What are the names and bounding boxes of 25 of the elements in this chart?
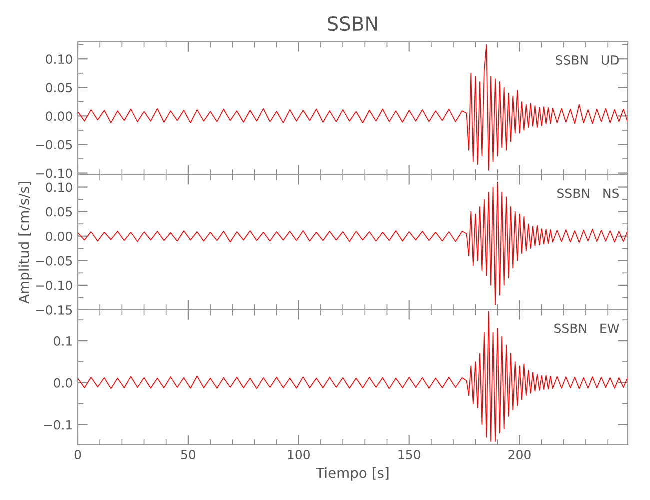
y-tick-label: −0.05 xyxy=(36,256,72,266)
x-tick-label: 150 xyxy=(398,450,420,460)
annotation: SSBN NS xyxy=(558,188,620,198)
annotation: SSBN EW xyxy=(554,324,620,334)
x-tick-label: 0 xyxy=(74,450,82,460)
y-tick-label: −0.15 xyxy=(36,305,72,315)
y-tick-label: −0.10 xyxy=(36,280,72,290)
x-axis-title: Tiempo [s] xyxy=(316,468,389,481)
y-tick-label: 0.1 xyxy=(54,336,72,346)
y-tick-label: −0.1 xyxy=(44,420,72,430)
y-tick-label: 0.00 xyxy=(46,112,72,122)
y-axis-title: Amplitud [cm/s/s] xyxy=(18,182,32,304)
x-tick-label: 200 xyxy=(508,450,531,460)
y-tick-label: −0.05 xyxy=(36,140,72,150)
y-tick-label: 0.00 xyxy=(46,232,72,242)
x-tick-label: 100 xyxy=(288,450,310,460)
y-tick-label: 0.05 xyxy=(46,207,72,217)
y-tick-label: 0.05 xyxy=(46,83,72,93)
y-tick-label: 0.10 xyxy=(46,54,72,64)
annotation: SSBN UD xyxy=(556,56,620,65)
chart-title: SSBN xyxy=(328,16,378,32)
y-tick-label: 0.0 xyxy=(54,378,72,388)
y-tick-label: 0.10 xyxy=(46,182,72,192)
x-tick-label: 50 xyxy=(181,450,196,460)
y-tick-label: −0.10 xyxy=(36,168,72,178)
